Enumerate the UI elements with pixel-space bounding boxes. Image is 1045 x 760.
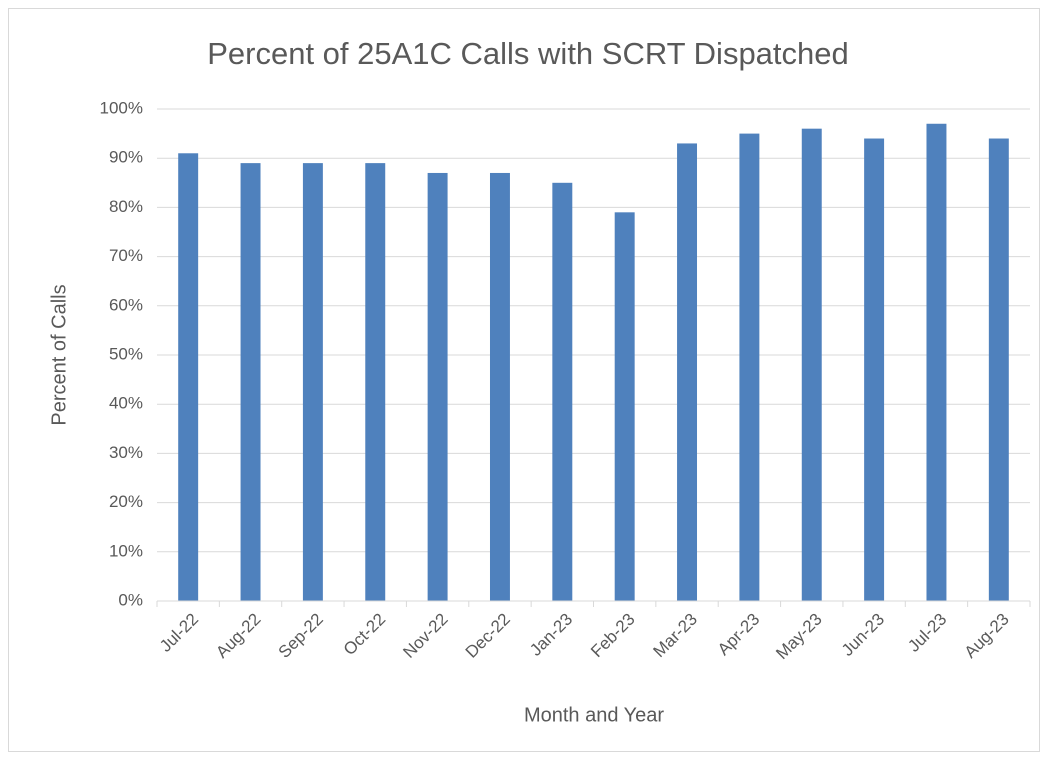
y-tick-label: 30% xyxy=(109,443,143,462)
bar xyxy=(427,172,448,601)
y-axis-title: Percent of Calls xyxy=(48,284,70,425)
y-tick-label: 50% xyxy=(109,344,143,363)
y-tick-label: 90% xyxy=(109,148,143,167)
bar xyxy=(801,128,822,601)
bar xyxy=(489,172,510,601)
y-tick-label: 70% xyxy=(109,246,143,265)
bar xyxy=(365,163,386,601)
bar xyxy=(864,138,885,601)
bar xyxy=(240,163,261,601)
y-tick-label: 80% xyxy=(109,197,143,216)
y-tick-label: 40% xyxy=(109,394,143,413)
y-tick-label: 10% xyxy=(109,541,143,560)
bar xyxy=(677,143,698,601)
bar xyxy=(988,138,1009,601)
bar xyxy=(614,212,635,601)
chart-title: Percent of 25A1C Calls with SCRT Dispatc… xyxy=(207,36,849,71)
bar xyxy=(552,182,573,602)
bar xyxy=(178,153,199,601)
bar xyxy=(926,123,947,601)
y-tick-label: 100% xyxy=(100,98,143,117)
bar xyxy=(302,163,323,601)
y-tick-label: 20% xyxy=(109,492,143,511)
bar xyxy=(739,133,760,601)
y-tick-label: 0% xyxy=(118,590,143,609)
x-axis-title: Month and Year xyxy=(524,704,664,726)
y-tick-label: 60% xyxy=(109,295,143,314)
